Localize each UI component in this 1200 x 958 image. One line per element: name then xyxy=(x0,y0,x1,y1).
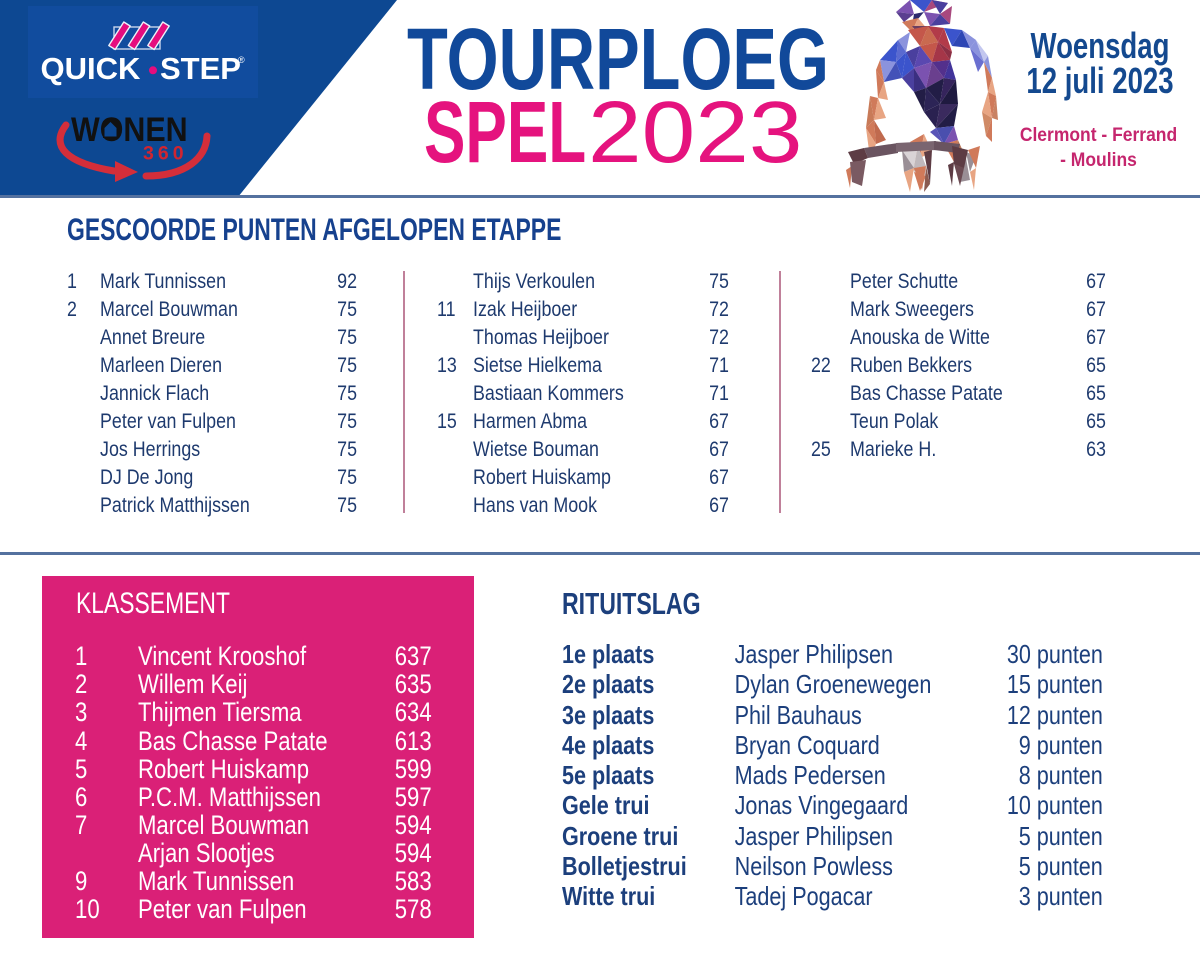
svg-text:360: 360 xyxy=(143,143,188,165)
svg-text:WONEN: WONEN xyxy=(71,110,188,148)
